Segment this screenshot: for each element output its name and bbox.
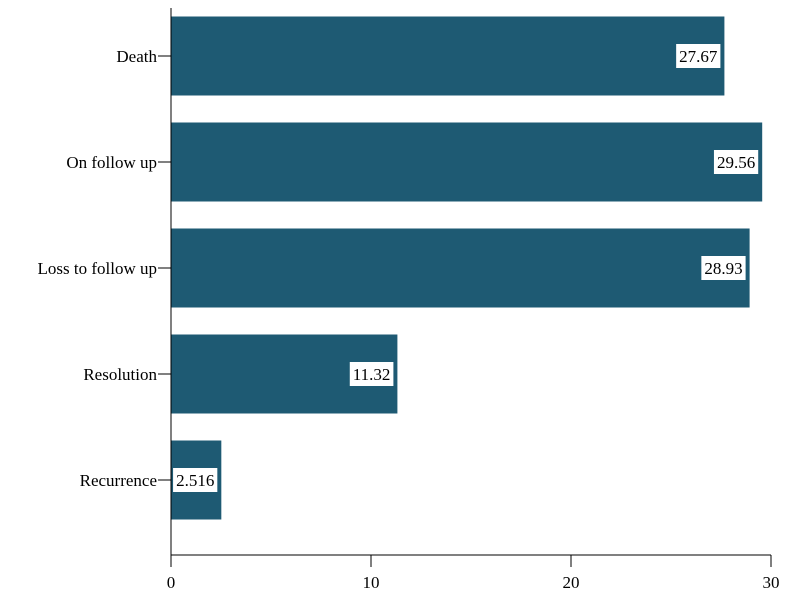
data-label-box	[349, 362, 394, 386]
x-tick-label-10: 10	[363, 573, 380, 592]
category-label-resolution: Resolution	[83, 365, 157, 384]
x-tick-label-0: 0	[167, 573, 176, 592]
data-label-resolution: 11.32	[349, 362, 394, 386]
data-label-text: 11.32	[353, 365, 391, 384]
data-label-on-follow-up: 29.56	[713, 150, 759, 174]
data-label-text: 29.56	[717, 153, 755, 172]
data-label-box	[676, 44, 721, 68]
category-label-loss-to-follow-up: Loss to follow up	[38, 259, 157, 278]
data-label-box	[713, 150, 759, 174]
category-label-on-follow-up: On follow up	[66, 153, 157, 172]
data-label-loss-to-follow-up: 28.93	[701, 256, 746, 280]
data-label-death: 27.67	[676, 44, 721, 68]
x-tick-label-30: 30	[763, 573, 780, 592]
category-label-death: Death	[116, 47, 157, 66]
data-label-text: 27.67	[679, 47, 718, 66]
x-tick-label-20: 20	[563, 573, 580, 592]
data-label-box	[701, 256, 746, 280]
data-label-text: 2.516	[176, 471, 214, 490]
data-label-text: 28.93	[704, 259, 742, 278]
data-label-box	[173, 468, 218, 492]
bar-on-follow-up	[171, 122, 763, 202]
category-label-recurrence: Recurrence	[80, 471, 157, 490]
bar-death	[171, 16, 725, 96]
bar-loss-to-follow-up	[171, 228, 750, 308]
data-label-recurrence: 2.516	[173, 468, 218, 492]
